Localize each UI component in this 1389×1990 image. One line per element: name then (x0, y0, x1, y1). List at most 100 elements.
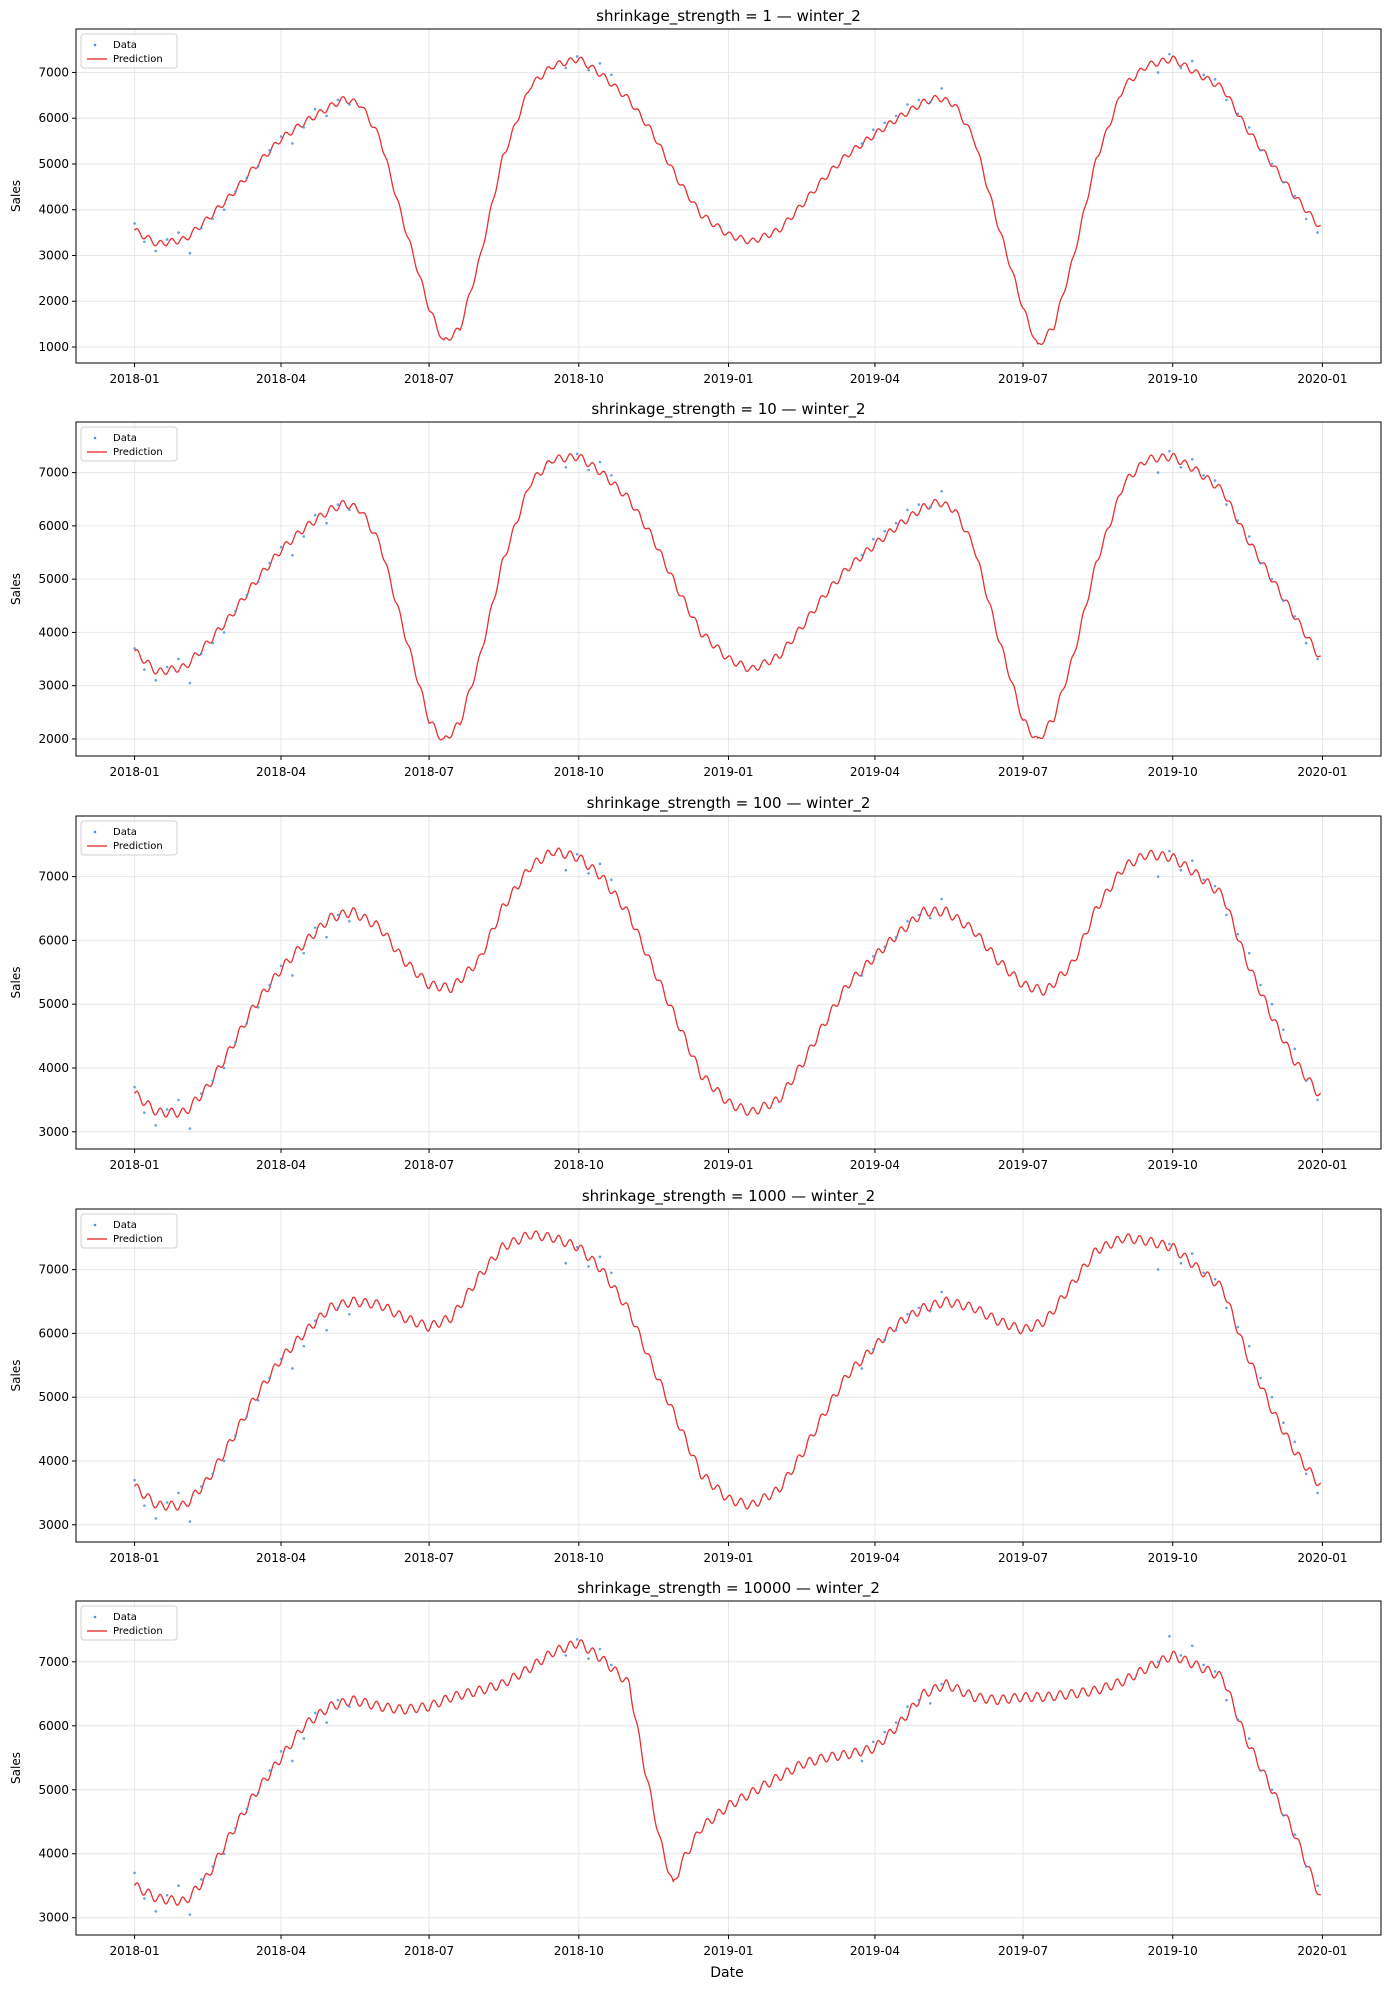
data-point (1202, 1663, 1205, 1667)
data-point (211, 1865, 214, 1868)
data-point (610, 1271, 613, 1275)
data-point (234, 1826, 237, 1830)
data-point (234, 609, 237, 613)
data-point (1282, 1028, 1285, 1032)
data-point (291, 974, 294, 977)
legend-data-label: Data (113, 433, 137, 444)
data-point (348, 508, 351, 512)
data-point (1282, 599, 1285, 602)
data-point (598, 862, 602, 866)
data-point (188, 251, 192, 255)
data-point (245, 1807, 249, 1811)
data-point (133, 1478, 136, 1482)
data-point (133, 1871, 136, 1875)
data-point (928, 505, 932, 509)
data-point (1247, 1344, 1251, 1348)
x-tick-label: 2018-01 (110, 1158, 160, 1172)
data-point (575, 452, 579, 456)
figure-xlabel: Date (710, 1965, 743, 1981)
x-tick-label: 2018-01 (110, 1551, 160, 1565)
x-tick-label: 2018-01 (110, 1944, 160, 1958)
data-point (1304, 1472, 1308, 1476)
data-point (313, 1319, 317, 1322)
data-point (279, 1750, 283, 1753)
legend-prediction-label: Prediction (113, 1626, 163, 1637)
data-point (1190, 859, 1194, 862)
data-point (245, 176, 249, 179)
data-point (1179, 66, 1183, 70)
x-tick-label: 2019-04 (850, 1551, 900, 1565)
legend-data-marker (93, 43, 97, 47)
data-point (587, 872, 590, 875)
data-point (894, 114, 898, 118)
x-tick-label: 2018-10 (554, 765, 604, 779)
data-point (610, 878, 613, 882)
data-point (906, 1312, 909, 1316)
subplot-1: 1000 2000 3000 4000 5000 6000 7000 2018-01 2018-… (9, 7, 1382, 386)
y-tick-label: 7000 (38, 870, 69, 884)
data-point (177, 231, 180, 234)
x-tick-label: 2019-04 (850, 765, 900, 779)
y-tick-label: 5000 (38, 997, 69, 1011)
data-point (143, 1111, 146, 1114)
data-point (1225, 1306, 1228, 1310)
data-point (1213, 78, 1217, 81)
data-point (940, 1682, 943, 1686)
data-point (165, 1894, 169, 1897)
data-point (245, 593, 249, 597)
x-tick-label: 2018-07 (404, 1551, 454, 1565)
data-point (883, 529, 887, 533)
data-point (917, 1698, 921, 1702)
data-point (1213, 479, 1217, 482)
data-point (325, 114, 328, 118)
data-point (348, 103, 351, 106)
data-point (1282, 1421, 1285, 1425)
data-point (1225, 503, 1228, 506)
data-point (256, 1006, 260, 1009)
data-point (268, 1769, 271, 1772)
data-point (1259, 148, 1262, 152)
data-point (177, 657, 180, 661)
data-point (245, 1415, 249, 1418)
subplot-5: 3000 4000 5000 6000 7000 2018-01 2018-04 2018-0… (9, 1579, 1382, 1958)
legend-data-marker (93, 830, 97, 834)
x-tick-label: 2018-07 (404, 1158, 454, 1172)
x-tick-label: 2018-01 (110, 372, 160, 386)
data-point (268, 983, 271, 987)
data-point (268, 1376, 271, 1380)
data-point (154, 1517, 158, 1520)
data-point (165, 1108, 169, 1111)
legend-prediction-label: Prediction (113, 447, 163, 458)
data-point (564, 465, 568, 469)
data-point (1190, 1252, 1194, 1255)
data-point (1304, 217, 1308, 221)
data-point (1156, 1660, 1160, 1664)
data-point (575, 1638, 579, 1641)
data-point (1270, 1788, 1274, 1792)
data-point (222, 1459, 226, 1463)
prediction-line (134, 847, 1322, 1118)
data-point (279, 135, 283, 138)
legend-data-marker (93, 1223, 97, 1227)
data-point (575, 55, 579, 58)
data-point (165, 238, 169, 241)
data-point (1179, 868, 1183, 872)
data-point (313, 926, 317, 929)
data-point (279, 545, 283, 549)
data-point (598, 1647, 602, 1651)
y-axis-label: Sales (9, 1752, 23, 1784)
data-point (222, 1066, 226, 1070)
data-point (302, 126, 306, 129)
data-point (598, 62, 602, 65)
x-tick-label: 2018-07 (404, 372, 454, 386)
data-point (872, 955, 875, 958)
data-point (1293, 615, 1297, 618)
data-point (1179, 465, 1183, 469)
data-point (188, 1913, 192, 1916)
chart-title: shrinkage_strength = 1000 — winter_2 (582, 1187, 875, 1206)
subplot-4: 3000 4000 5000 6000 7000 2018-01 2018-04 2018-0… (9, 1187, 1382, 1565)
y-tick-label: 5000 (38, 1390, 69, 1404)
x-tick-label: 2018-04 (256, 1551, 306, 1565)
prediction-line (134, 55, 1321, 345)
